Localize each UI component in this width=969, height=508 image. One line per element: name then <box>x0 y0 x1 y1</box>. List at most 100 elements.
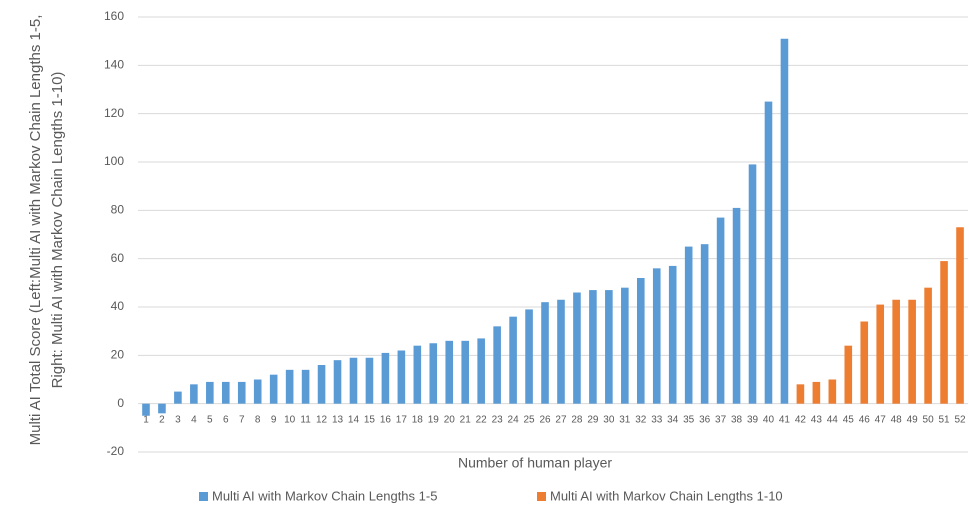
bar <box>636 278 645 404</box>
x-tick-label: 51 <box>938 414 950 425</box>
bar <box>365 357 374 404</box>
bar <box>269 374 278 404</box>
x-tick-label: 21 <box>460 414 472 425</box>
y-tick-label: 140 <box>104 58 124 72</box>
bar <box>525 309 533 404</box>
bar <box>812 381 821 404</box>
x-tick-label: 52 <box>954 414 966 425</box>
x-tick-label: 50 <box>923 414 935 425</box>
x-tick-label: 40 <box>763 414 775 425</box>
bar <box>206 381 214 404</box>
x-tick-label: 10 <box>284 414 296 425</box>
x-tick-label: 33 <box>651 414 663 425</box>
x-tick-label: 35 <box>683 414 695 425</box>
x-tick-label: 48 <box>891 414 903 425</box>
bar <box>397 350 406 404</box>
bar <box>652 268 661 404</box>
x-tick-label: 18 <box>412 414 424 425</box>
bar <box>589 290 597 404</box>
x-tick-label: 45 <box>843 414 855 425</box>
x-tick-label: 34 <box>667 414 679 425</box>
bar <box>700 244 709 404</box>
y-axis-title: Multi AI Total Score (Left:Multi AI with… <box>27 14 66 446</box>
legend-label: Multi AI with Markov Chain Lengths 1-5 <box>212 488 437 503</box>
x-tick-label: 3 <box>175 414 181 425</box>
bar <box>429 343 438 404</box>
x-tick-label: 22 <box>476 414 488 425</box>
bar <box>924 287 932 404</box>
x-tick-label: 19 <box>428 414 440 425</box>
bar <box>748 164 757 404</box>
y-tick-label: 40 <box>111 299 125 313</box>
y-tick-label: 0 <box>117 396 124 410</box>
bar <box>684 246 693 404</box>
bar <box>221 381 230 404</box>
bar <box>509 316 517 404</box>
x-tick-label: 41 <box>779 414 791 425</box>
y-tick-label: 120 <box>104 106 124 120</box>
x-tick-label: 17 <box>396 414 408 425</box>
bar <box>333 360 342 404</box>
bar <box>557 299 565 404</box>
x-tick-label: 6 <box>223 414 229 425</box>
bar <box>796 384 805 404</box>
x-tick-label: 28 <box>571 414 583 425</box>
x-tick-label: 43 <box>811 414 823 425</box>
bar <box>493 326 501 404</box>
y-tick-label: 20 <box>111 348 125 362</box>
x-tick-label: 36 <box>699 414 711 425</box>
bar <box>844 345 853 404</box>
bar <box>621 287 629 404</box>
x-tick-label: 31 <box>619 414 631 425</box>
x-tick-label: 27 <box>555 414 567 425</box>
bar <box>381 352 390 404</box>
x-tick-label: 13 <box>332 414 344 425</box>
x-tick-label: 11 <box>300 414 311 425</box>
x-tick-label: 2 <box>159 414 165 425</box>
x-tick-label: 15 <box>364 414 376 425</box>
bar <box>237 381 246 404</box>
x-tick-label: 16 <box>380 414 392 425</box>
x-tick-label: 37 <box>715 414 727 425</box>
bar <box>461 340 470 404</box>
bar <box>445 340 454 404</box>
x-tick-label: 5 <box>207 414 213 425</box>
x-tick-label: 44 <box>827 414 839 425</box>
y-tick-label: 80 <box>111 203 125 217</box>
x-tick-label: 38 <box>731 414 743 425</box>
x-tick-label: 9 <box>271 414 277 425</box>
bar <box>285 369 294 404</box>
bar <box>301 369 310 404</box>
legend-label: Multi AI with Markov Chain Lengths 1-10 <box>550 488 783 503</box>
bar <box>668 265 677 404</box>
x-tick-label: 32 <box>635 414 647 425</box>
bar <box>780 38 789 404</box>
x-tick-label: 47 <box>875 414 887 425</box>
x-axis-title: Number of human player <box>458 455 612 471</box>
x-tick-label: 12 <box>316 414 328 425</box>
bar <box>956 227 964 404</box>
x-tick-label: 46 <box>859 414 871 425</box>
bar <box>317 365 326 404</box>
bar <box>732 207 741 404</box>
legend-swatch <box>537 492 546 501</box>
bar <box>349 357 358 404</box>
legend-swatch <box>199 492 208 501</box>
y-tick-label: 100 <box>104 154 124 168</box>
x-tick-label: 14 <box>348 414 360 425</box>
bar <box>828 379 837 404</box>
bar <box>860 321 869 404</box>
y-tick-label: -20 <box>107 444 125 458</box>
x-tick-label: 7 <box>239 414 245 425</box>
x-tick-label: 29 <box>587 414 599 425</box>
bar <box>253 379 262 404</box>
bar <box>892 299 900 404</box>
x-tick-label: 25 <box>523 414 535 425</box>
bar <box>413 345 422 404</box>
bar <box>876 304 885 404</box>
bar <box>716 217 725 404</box>
bar <box>477 338 485 404</box>
x-tick-label: 20 <box>444 414 456 425</box>
